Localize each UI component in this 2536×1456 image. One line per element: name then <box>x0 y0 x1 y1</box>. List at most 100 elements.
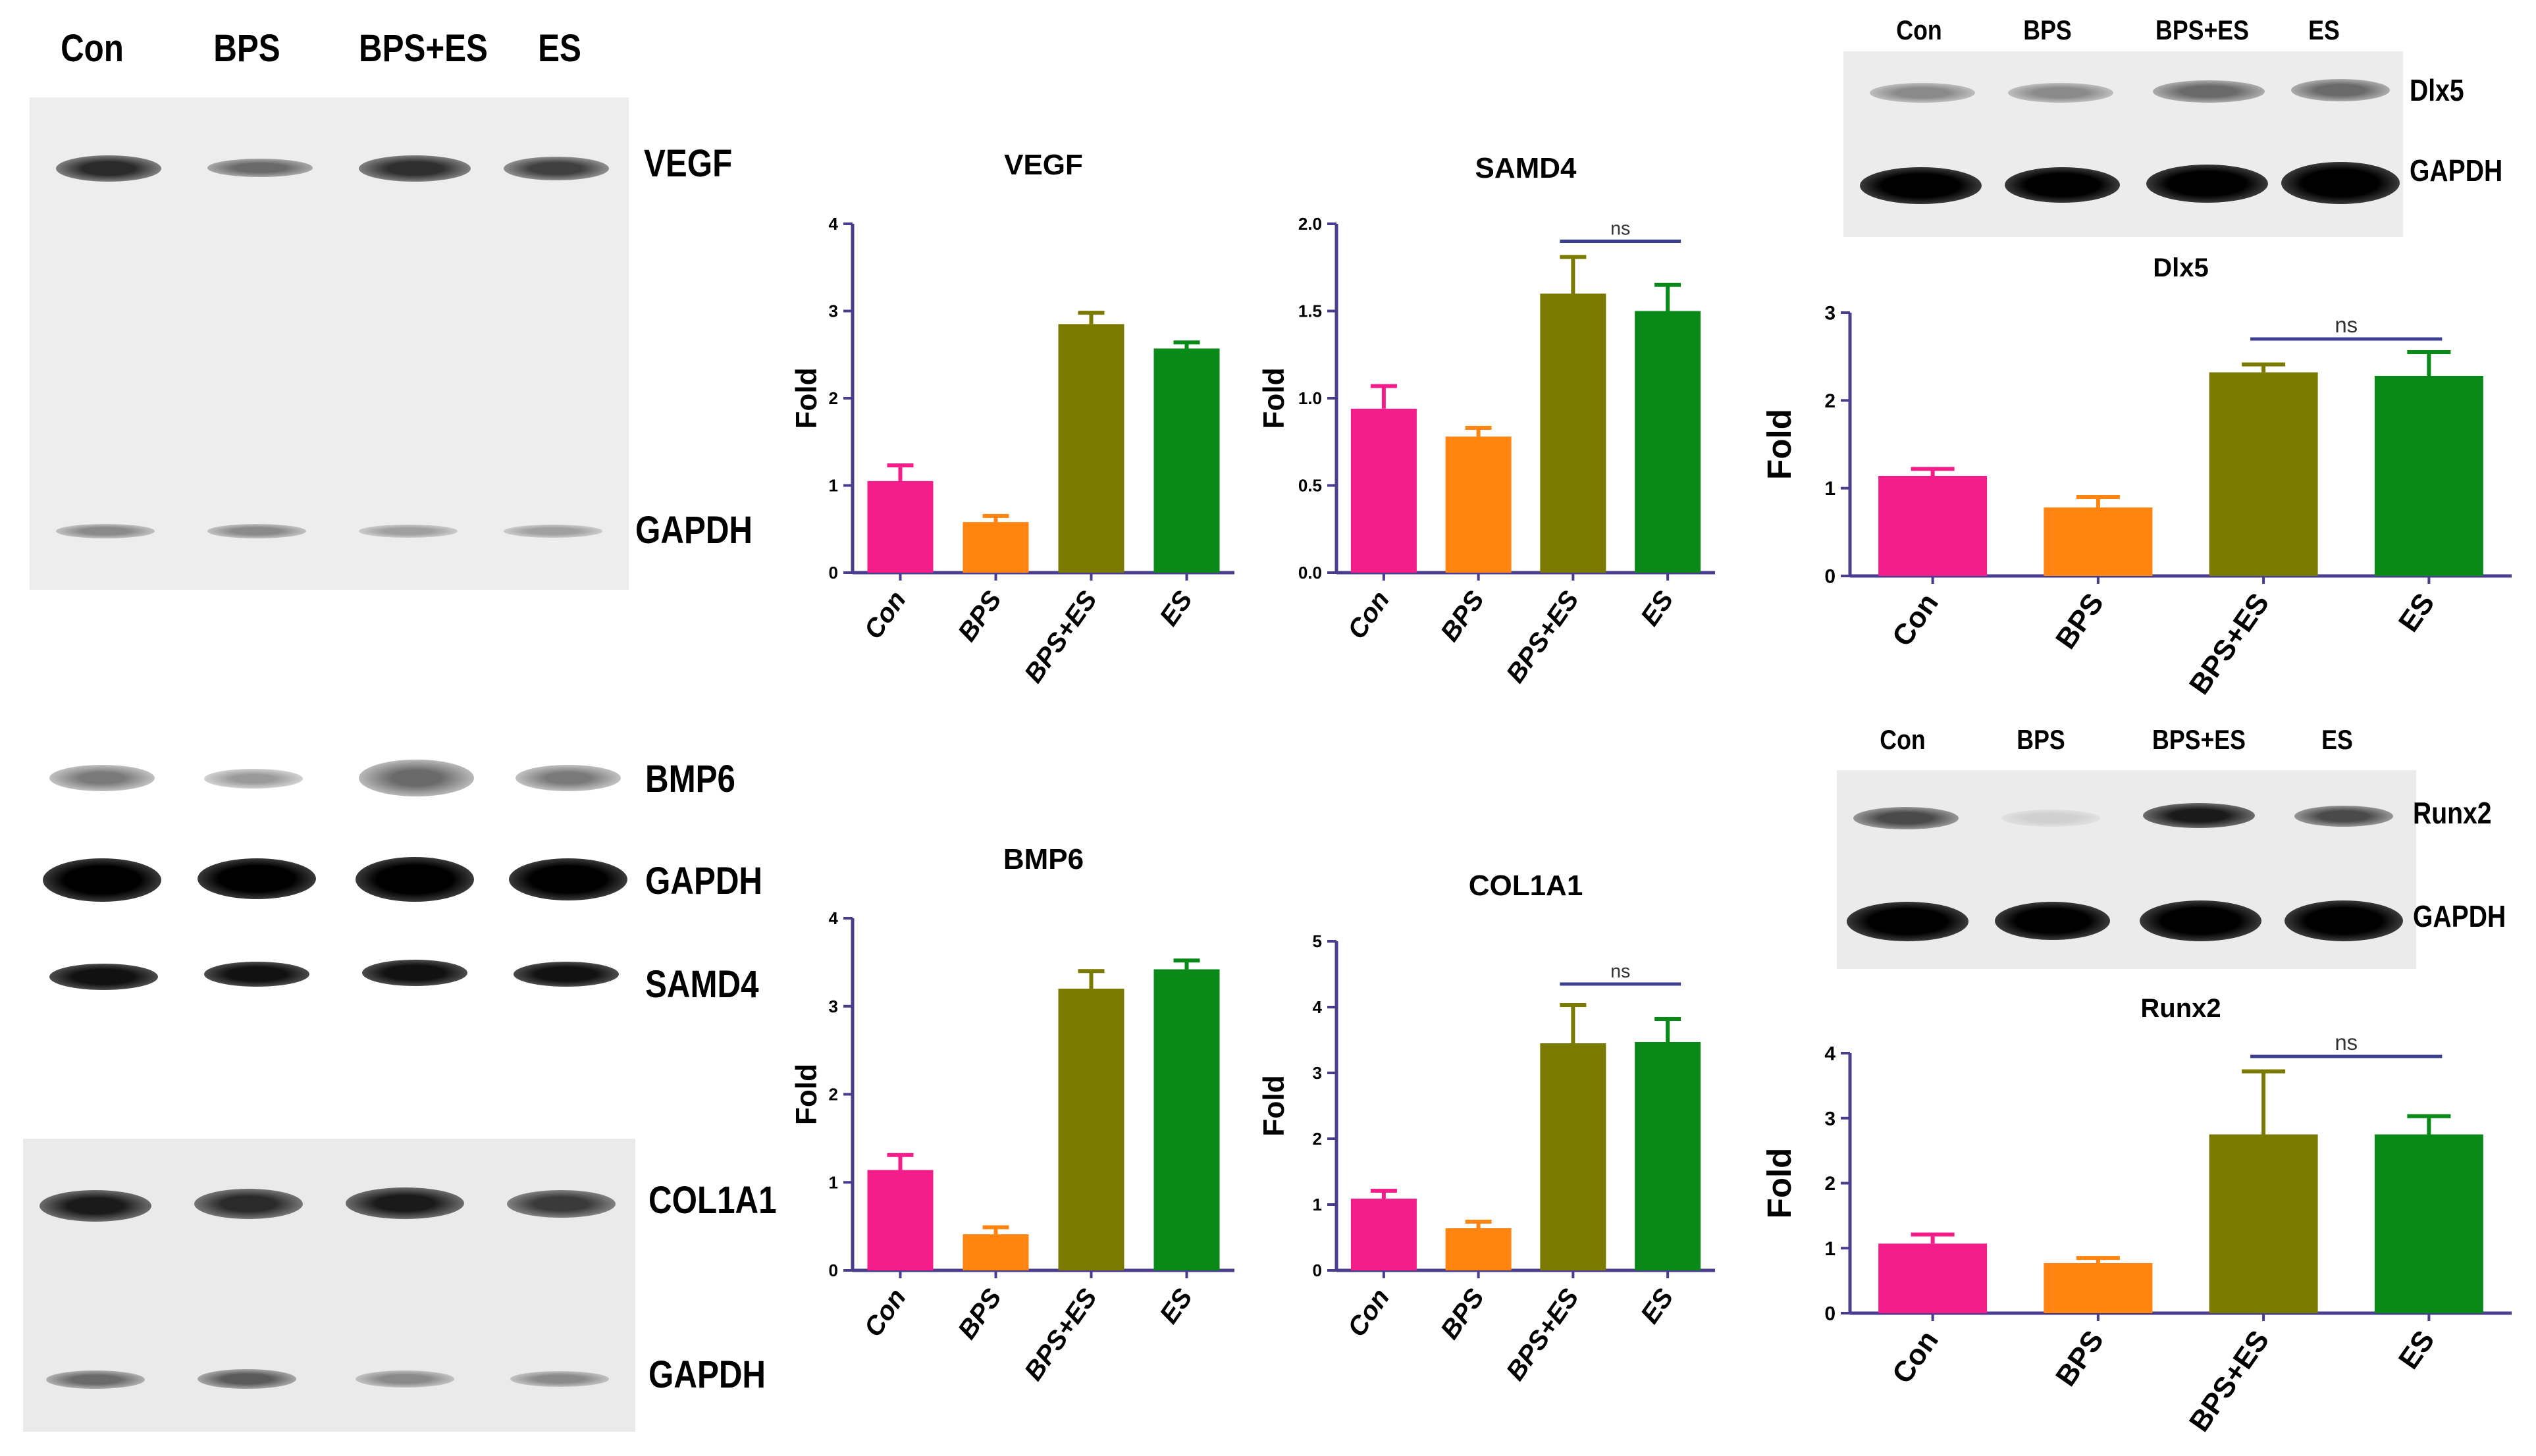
band <box>510 1371 609 1387</box>
x-tick-label: ES <box>1154 586 1198 631</box>
x-tick-label: ES <box>1154 1284 1198 1329</box>
y-tick-label: 1 <box>1824 1238 1836 1260</box>
lane-label-con: Con <box>61 27 124 70</box>
chart-title: COL1A1 <box>1469 870 1583 902</box>
x-tick-label: ES <box>1635 1284 1679 1329</box>
bar-es <box>1635 311 1701 573</box>
gel-target-label: SAMD4 <box>645 963 759 1006</box>
x-tick-label: ES <box>2392 1325 2441 1375</box>
x-tick-label: Con <box>859 1284 912 1342</box>
band <box>514 962 619 987</box>
band <box>2008 83 2113 103</box>
x-tick-label: BPS <box>953 586 1007 647</box>
y-tick-label: 4 <box>829 908 839 928</box>
y-tick-label: 0 <box>1824 1303 1836 1325</box>
band <box>2285 900 2403 941</box>
x-tick-label: Con <box>1342 1284 1396 1342</box>
lane-label-bps-es: BPS+ES <box>359 27 488 70</box>
y-tick-label: 0 <box>1824 566 1836 588</box>
band <box>207 524 306 538</box>
lane-label-con: Con <box>1896 14 1942 45</box>
y-axis-label: Fold <box>791 367 823 429</box>
ns-label: ns <box>1610 219 1630 240</box>
band <box>359 155 471 182</box>
band <box>43 858 161 902</box>
band <box>359 525 458 538</box>
y-tick-label: 2 <box>1313 1129 1322 1149</box>
band <box>194 1189 303 1219</box>
band <box>46 1370 145 1389</box>
band <box>515 765 621 791</box>
bar-bps <box>963 1234 1029 1270</box>
band <box>504 525 602 538</box>
y-tick-label: 3 <box>829 301 838 321</box>
gel-vegf <box>30 97 629 590</box>
band <box>507 1190 616 1218</box>
band <box>198 858 316 899</box>
y-tick-label: 3 <box>1824 1108 1836 1130</box>
y-tick-label: 0 <box>829 563 838 583</box>
band <box>1853 807 1959 829</box>
y-tick-label: 2 <box>829 1085 838 1105</box>
gel-target-label: GAPDH <box>2413 899 2506 933</box>
band <box>56 524 155 538</box>
bar-bps <box>1445 1228 1512 1270</box>
y-tick-label: 2.0 <box>1298 214 1322 234</box>
x-tick-label: BPS+ES <box>1501 586 1585 689</box>
x-tick-label: BPS+ES <box>1019 586 1103 689</box>
gel-target-label: GAPDH <box>648 1353 766 1396</box>
y-tick-label: 4 <box>829 214 839 234</box>
gel-dlx5 <box>1843 51 2403 237</box>
gel-runx2 <box>1837 770 2416 969</box>
band <box>207 159 313 177</box>
x-tick-label: Con <box>1342 586 1396 644</box>
bar-bps <box>963 522 1029 573</box>
band <box>359 760 474 796</box>
bar-bps-es <box>1058 324 1124 573</box>
band <box>204 962 309 987</box>
bar-bps <box>2044 1262 2153 1313</box>
chart-title: BMP6 <box>1003 843 1084 875</box>
band <box>346 1187 464 1219</box>
y-axis-label: Fold <box>1258 1075 1290 1136</box>
lane-label-es: ES <box>2308 14 2340 45</box>
y-tick-label: 1.0 <box>1298 388 1322 408</box>
y-tick-label: 5 <box>1313 931 1322 951</box>
bar-es <box>2374 1134 2483 1313</box>
y-tick-label: 0.0 <box>1298 563 1322 583</box>
gel-target-label: Dlx5 <box>2410 73 2464 107</box>
band <box>509 858 627 900</box>
band <box>2294 806 2393 827</box>
x-tick-label: BPS+ES <box>2183 1325 2275 1438</box>
y-tick-label: 1 <box>1824 478 1836 500</box>
x-tick-label: BPS <box>1435 1284 1490 1345</box>
lane-label-bps: BPS <box>213 27 280 70</box>
y-tick-label: 1 <box>829 476 838 496</box>
band <box>2143 803 2255 828</box>
gel-bmp6-samd4 <box>30 696 629 1039</box>
band <box>1847 902 1968 941</box>
x-tick-label: Con <box>859 586 912 644</box>
y-tick-label: 3 <box>829 997 838 1016</box>
y-axis-label: Fold <box>1258 367 1290 429</box>
y-axis-label: Fold <box>791 1064 823 1125</box>
bar-con <box>1350 408 1417 573</box>
band <box>1870 83 1975 103</box>
x-tick-label: Con <box>1886 588 1945 652</box>
bar-con <box>867 481 934 573</box>
bar-es <box>1153 348 1220 573</box>
band <box>2291 79 2390 101</box>
gel-target-label: GAPDH <box>2410 153 2503 188</box>
y-axis-label: Fold <box>1760 1148 1798 1219</box>
chart-title: Dlx5 <box>2153 253 2209 282</box>
x-tick-label: BPS+ES <box>1501 1284 1585 1386</box>
ns-label: ns <box>1610 961 1630 982</box>
band <box>204 769 303 789</box>
band <box>1995 902 2110 940</box>
lane-label-es: ES <box>538 27 581 70</box>
y-tick-label: 2 <box>1824 1173 1836 1195</box>
lane-label-con: Con <box>1880 724 1926 755</box>
lane-label-bps: BPS <box>2017 724 2065 755</box>
x-tick-label: BPS <box>2049 588 2110 655</box>
y-tick-label: 4 <box>1824 1043 1836 1065</box>
